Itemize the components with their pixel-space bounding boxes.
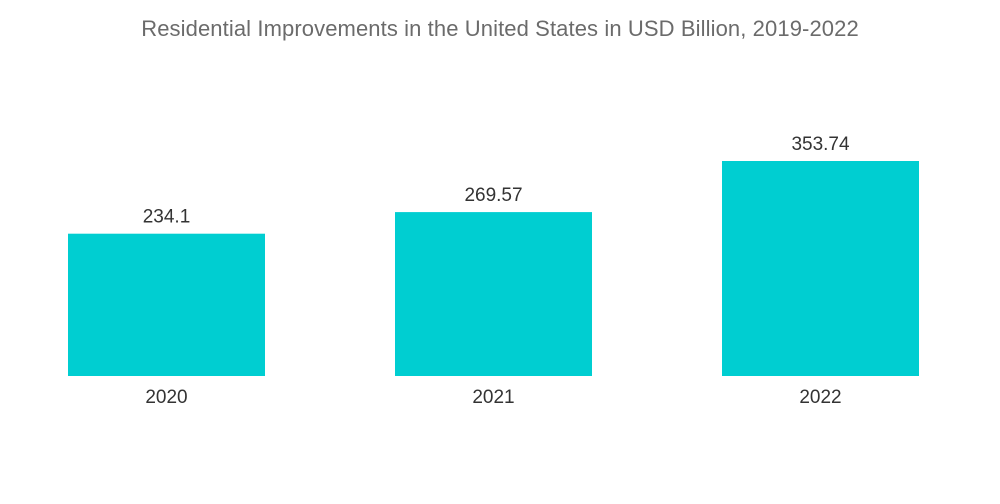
bar-2020 bbox=[68, 233, 265, 376]
x-tick-label-2020: 2020 bbox=[145, 387, 187, 408]
data-label-2022: 353.74 bbox=[791, 134, 850, 155]
bar-2022 bbox=[722, 161, 919, 376]
data-label-2020: 234.1 bbox=[143, 207, 191, 228]
x-tick-label-2022: 2022 bbox=[799, 387, 841, 408]
chart-title: Residential Improvements in the United S… bbox=[141, 16, 859, 41]
x-tick-label-2021: 2021 bbox=[472, 387, 514, 408]
data-label-2021: 269.57 bbox=[464, 185, 522, 206]
bar-2021 bbox=[395, 212, 592, 376]
